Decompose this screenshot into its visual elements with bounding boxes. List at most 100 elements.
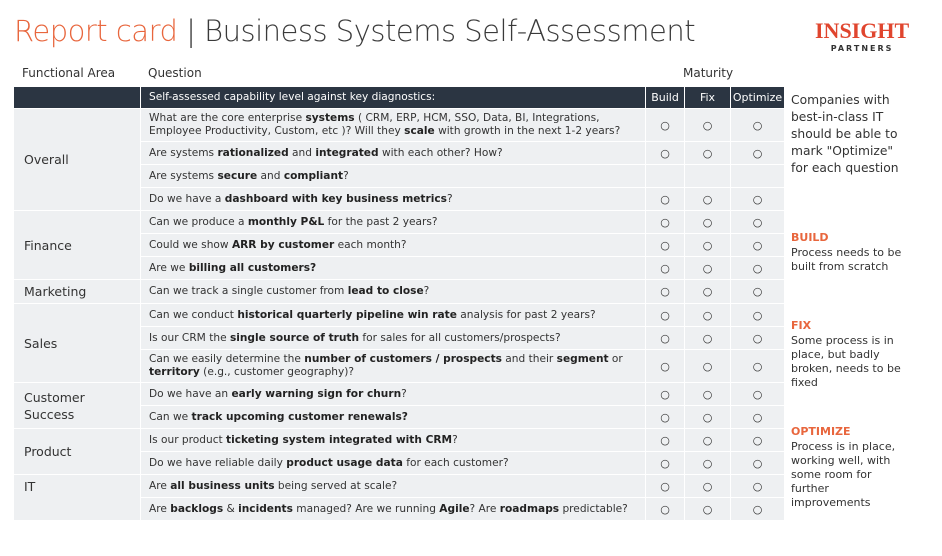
option-cell <box>645 164 685 188</box>
option-cell: ○ <box>730 256 785 280</box>
header-row: Self-assessed capability level against k… <box>13 86 785 109</box>
question-text: Can we easily determine the <box>149 353 305 365</box>
option-cell: ○ <box>645 233 685 257</box>
option-cell: ○ <box>645 382 685 406</box>
question-text: systems <box>305 112 355 124</box>
question: Are we billing all customers? <box>140 256 646 280</box>
option-cell: ○ <box>645 428 685 452</box>
question-text: Can we produce a <box>149 215 248 228</box>
radio-option: ○ <box>752 387 763 401</box>
radio-option: ○ <box>660 502 670 516</box>
functional-area: Marketing <box>13 279 141 304</box>
radio-option: ○ <box>752 456 763 470</box>
question-text: ? <box>343 169 349 182</box>
question-row: IT Are all business units being served at… <box>13 474 785 521</box>
question-row: Are backlogs & incidents managed? Are we… <box>14 497 785 521</box>
radio-option: ○ <box>660 410 670 424</box>
question-row: Product Is our product ticketing system i… <box>13 428 785 475</box>
question: Can we conduct historical quarterly pipe… <box>140 303 646 327</box>
question: Are all business units being served at s… <box>140 474 646 498</box>
question: Do we have an early warning sign for chu… <box>140 382 646 406</box>
radio-option: ○ <box>660 192 670 206</box>
option-cell: ○ <box>645 303 685 327</box>
question-text: track upcoming customer renewals? <box>191 410 408 423</box>
option-cell: ○ <box>730 474 785 498</box>
question-text: monthly P&L <box>247 215 325 228</box>
question-text: with growth in the next 1-2 years? <box>434 125 621 137</box>
question-text: for sales for all customers/prospects? <box>359 331 561 344</box>
option-cell: ○ <box>684 382 731 406</box>
radio-option: ○ <box>752 118 763 132</box>
question-text: ARR by customer <box>231 238 335 251</box>
question: Do we have reliable daily product usage … <box>140 451 646 475</box>
option-cell: ○ <box>684 256 731 280</box>
question: Is our CRM the single source of truth fo… <box>140 326 646 350</box>
radio-option: ○ <box>752 479 763 493</box>
question-text: ticketing system integrated with CRM <box>226 433 453 446</box>
option-cell: ○ <box>645 474 685 498</box>
question-text: Is our product <box>149 433 227 446</box>
option-cell: ○ <box>684 451 731 475</box>
radio-option: ○ <box>660 308 670 322</box>
question: Are systems secure and compliant? <box>140 164 646 188</box>
question-text: territory <box>149 366 200 378</box>
functional-area: IT <box>13 474 141 521</box>
radio-option: ○ <box>702 192 713 206</box>
option-cell: ○ <box>684 303 731 327</box>
radio-option: ○ <box>660 285 670 298</box>
radio-option: ○ <box>702 479 713 493</box>
option-cell: ○ <box>645 187 685 211</box>
functional-area: Overall <box>13 108 141 211</box>
question-text: (e.g., customer geography)? <box>199 366 355 378</box>
question-text: Are systems <box>149 146 218 159</box>
question-row: Can we track upcoming customer renewals?… <box>14 405 785 429</box>
option-cell <box>730 164 785 188</box>
question: Are backlogs & incidents managed? Are we… <box>140 497 646 521</box>
question-text: product usage data <box>286 456 403 469</box>
functional-area: Sales <box>13 303 141 383</box>
legend-text: Some process is in place, but badly brok… <box>791 334 901 389</box>
question: What are the core enterprise systems ( C… <box>140 108 646 142</box>
title-separator: | <box>186 14 196 48</box>
option-cell: ○ <box>645 405 685 429</box>
option-cell: ○ <box>684 349 731 383</box>
radio-option: ○ <box>752 433 763 447</box>
radio-option: ○ <box>752 146 763 160</box>
question-text: Are <box>149 502 171 515</box>
question-text: all business units <box>170 479 275 492</box>
option-cell: ○ <box>684 279 731 304</box>
question-text: and their <box>501 353 557 365</box>
radio-option: ○ <box>702 118 713 132</box>
question-row: Are systems secure and compliant? <box>14 164 785 188</box>
question-row: Is our CRM the single source of truth fo… <box>14 326 785 350</box>
question-text: ? <box>401 387 407 400</box>
option-cell: ○ <box>730 349 785 383</box>
radio-option: ○ <box>660 118 670 132</box>
question: Can we easily determine the number of cu… <box>140 349 646 383</box>
question: Is our product ticketing system integrat… <box>140 428 646 452</box>
option-cell: ○ <box>684 428 731 452</box>
question-text: predictable? <box>559 502 628 515</box>
question-text: being served at scale? <box>274 479 398 492</box>
question-text: Are systems <box>149 169 218 182</box>
question-text: segment <box>556 353 609 365</box>
question-text: compliant <box>283 169 344 182</box>
option-cell: ○ <box>730 382 785 406</box>
column-label: Maturity <box>683 66 734 80</box>
radio-option: ○ <box>660 456 670 470</box>
option-cell: ○ <box>645 326 685 350</box>
radio-option: ○ <box>752 261 763 275</box>
question-text: Can we track a single customer from <box>149 285 348 297</box>
question-row: Are systems rationalized and integrated … <box>14 141 785 165</box>
option-cell: ○ <box>684 474 731 498</box>
question: Could we show ARR by customer each month… <box>140 233 646 257</box>
header-cell <box>13 86 141 109</box>
radio-option: ○ <box>702 261 713 275</box>
option-cell: ○ <box>645 451 685 475</box>
question-text: Can we <box>149 410 192 423</box>
radio-option: ○ <box>702 331 713 345</box>
level-header: Fix <box>684 86 731 109</box>
legend-text: Process needs to be built from scratch <box>791 246 902 273</box>
option-cell: ○ <box>730 141 785 165</box>
